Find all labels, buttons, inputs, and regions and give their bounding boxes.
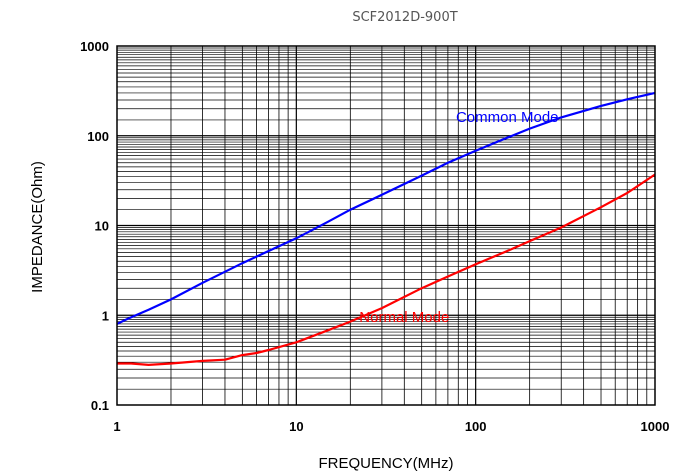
tick-labels: 1 10 100 1000 0.1 1 10 100 1000 bbox=[80, 39, 669, 434]
x-tick-label: 10 bbox=[289, 419, 303, 434]
x-tick-label: 1000 bbox=[641, 419, 670, 434]
y-tick-label: 10 bbox=[95, 219, 109, 234]
y-tick-label: 1 bbox=[102, 308, 109, 323]
chart-title: SCF2012D-900T bbox=[352, 10, 457, 25]
y-tick-label: 100 bbox=[87, 129, 109, 144]
series-line bbox=[116, 91, 656, 325]
series-label: Normal Mode bbox=[359, 309, 449, 326]
x-axis-label: FREQUENCY(MHz) bbox=[319, 455, 454, 472]
x-tick-label: 1 bbox=[113, 419, 120, 434]
plot-frame bbox=[116, 45, 656, 406]
x-tick-label: 100 bbox=[465, 419, 487, 434]
y-tick-label: 0.1 bbox=[91, 398, 109, 413]
y-axis-label: IMPEDANCE(Ohm) bbox=[29, 161, 46, 293]
series-group: Common Mode Normal Mode bbox=[116, 91, 656, 366]
series-label: Common Mode bbox=[456, 109, 559, 126]
series-line bbox=[117, 173, 656, 366]
grid bbox=[117, 46, 655, 405]
y-tick-label: 1000 bbox=[80, 39, 109, 54]
